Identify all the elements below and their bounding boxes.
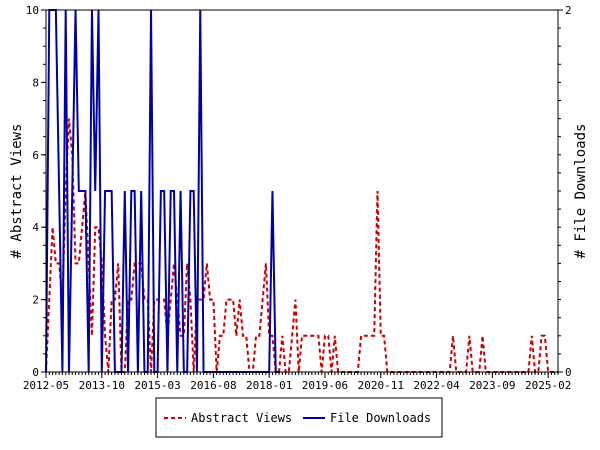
y-left-tick-label: 8 — [32, 76, 39, 89]
y-left-tick-label: 0 — [32, 366, 39, 379]
x-tick-label: 2012-05 — [23, 379, 69, 392]
y-left-tick-label: 4 — [32, 221, 39, 234]
y-left-tick-label: 2 — [32, 294, 39, 307]
legend-abstract-views-label: Abstract Views — [191, 411, 292, 425]
y-right-tick-label: 0 — [565, 366, 572, 379]
legend-file-downloads-label: File Downloads — [330, 411, 431, 425]
x-tick-label: 2023-09 — [469, 379, 515, 392]
axes: 2012-05 2013-10 2015-03 2016-08 2018-01 2019-… — [23, 4, 572, 392]
x-tick-label: 2013-10 — [79, 379, 125, 392]
x-tick-label: 2022-04 — [413, 379, 460, 392]
y-right-tick-label: 2 — [565, 4, 572, 17]
x-tick-label: 2015-03 — [134, 379, 180, 392]
legend-box — [155, 397, 443, 438]
y-axis-left-label: # Abstract Views — [9, 124, 25, 259]
x-tick-label: 2019-06 — [302, 379, 348, 392]
y-left-tick-label: 10 — [26, 4, 39, 17]
x-tick-label: 2025-02 — [525, 379, 571, 392]
x-tick-label: 2016-08 — [190, 379, 236, 392]
x-tick-label: 2020-11 — [358, 379, 404, 392]
abstract-views-series-line — [45, 118, 558, 373]
y-axis-right-label: # File Downloads — [573, 124, 589, 259]
legend: Abstract Views File Downloads — [155, 397, 443, 438]
y-left-tick-label: 6 — [32, 149, 39, 162]
x-tick-label: 2018-01 — [246, 379, 292, 392]
